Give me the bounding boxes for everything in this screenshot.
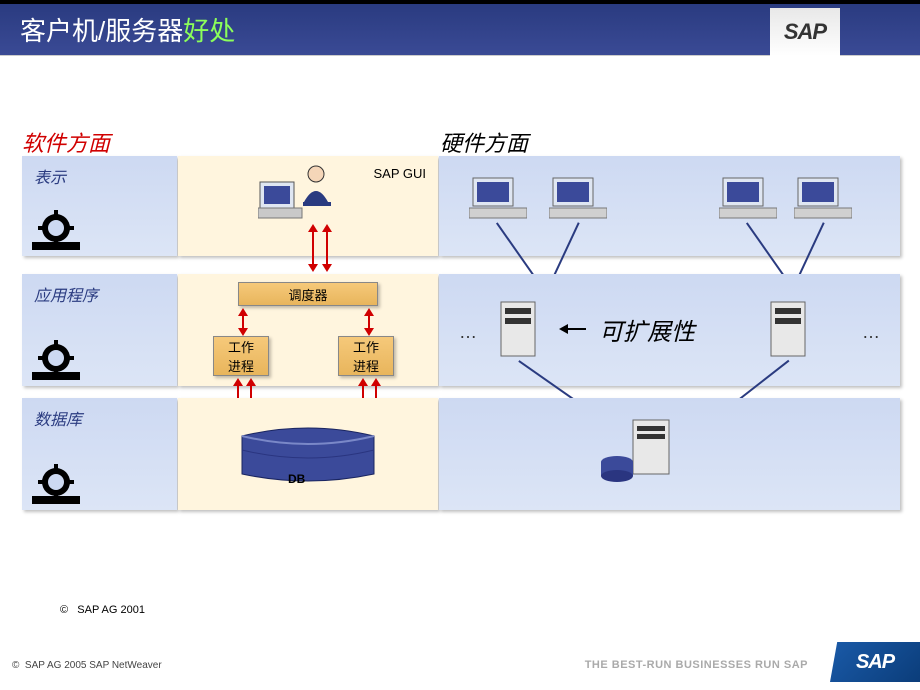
dispatcher-label: 调度器 [288,285,327,304]
sap-logo-text: SAP [856,651,894,674]
db-label: DB [288,472,305,486]
user-workstation-icon [258,162,338,222]
heading-hardware: 硬件方面 [440,126,528,158]
connector-line [746,222,787,280]
database-icon [238,418,378,488]
client-pc-icon [794,176,852,224]
label-application: 应用程序 [22,274,177,386]
hw-database-panel [439,398,900,510]
db-server-icon [599,418,679,488]
sap-logo-top: SAP [770,8,840,56]
sw-application-panel: 调度器 工作 进程 工作 进程 [178,274,438,386]
dots-left: … [459,322,477,343]
connector-line [798,222,825,277]
client-pc-icon [549,176,607,224]
title-bar: 客户机/服务器 好处 SAP [0,4,920,56]
wp-label: 工作 进程 [228,337,254,375]
client-pc-icon [719,176,777,224]
copyright-inline: © SAP AG 2001 [60,604,145,616]
footer: © SAP AG 2005 SAP NetWeaver THE BEST-RUN… [0,650,920,680]
sap-logo-text: SAP [784,19,826,45]
sap-gui-label: SAP GUI [373,166,426,181]
sap-logo-footer: SAP [830,642,920,682]
heading-software: 软件方面 [22,126,110,158]
wp-box-2: 工作 进程 [338,336,394,376]
gear-icon [32,464,80,504]
label-database-text: 数据库 [34,406,165,430]
gear-icon [32,340,80,380]
copyright-footer: © SAP AG 2005 SAP NetWeaver [12,660,162,671]
title-main: 客户机/服务器 [20,11,183,48]
label-presentation-text: 表示 [34,164,165,188]
row-presentation: 表示 SAP GUI [22,156,900,256]
label-application-text: 应用程序 [34,282,165,306]
gear-icon [32,210,80,250]
server-icon [499,300,541,360]
arrow-gui-dispatcher [308,224,318,272]
tagline: THE BEST-RUN BUSINESSES RUN SAP [585,659,808,671]
connector-line [553,222,580,277]
connector-line [496,222,537,280]
row-database: 数据库 DB [22,398,900,510]
label-database: 数据库 [22,398,177,510]
client-pc-icon [469,176,527,224]
wp-label: 工作 进程 [353,337,379,375]
server-icon [769,300,811,360]
label-presentation: 表示 [22,156,177,256]
title-accent: 好处 [183,11,235,48]
wp-box-1: 工作 进程 [213,336,269,376]
arrow-disp-wp1 [238,308,248,336]
content-area: 软件方面 硬件方面 表示 SAP GUI [0,56,920,626]
dots-right: … [862,322,880,343]
scalability-arrow-left [559,324,586,334]
arrow-disp-wp2 [364,308,374,336]
hw-presentation-panel [439,156,900,256]
arrow-dispatcher-gui [322,224,332,272]
hw-application-panel: … 可扩展性 … [439,274,900,386]
row-application: 应用程序 调度器 工作 进程 工作 进程 [22,274,900,386]
scalability-label: 可扩展性 [599,312,695,347]
sw-database-panel: DB [178,398,438,510]
sw-presentation-panel: SAP GUI [178,156,438,256]
dispatcher-box: 调度器 [238,282,378,306]
